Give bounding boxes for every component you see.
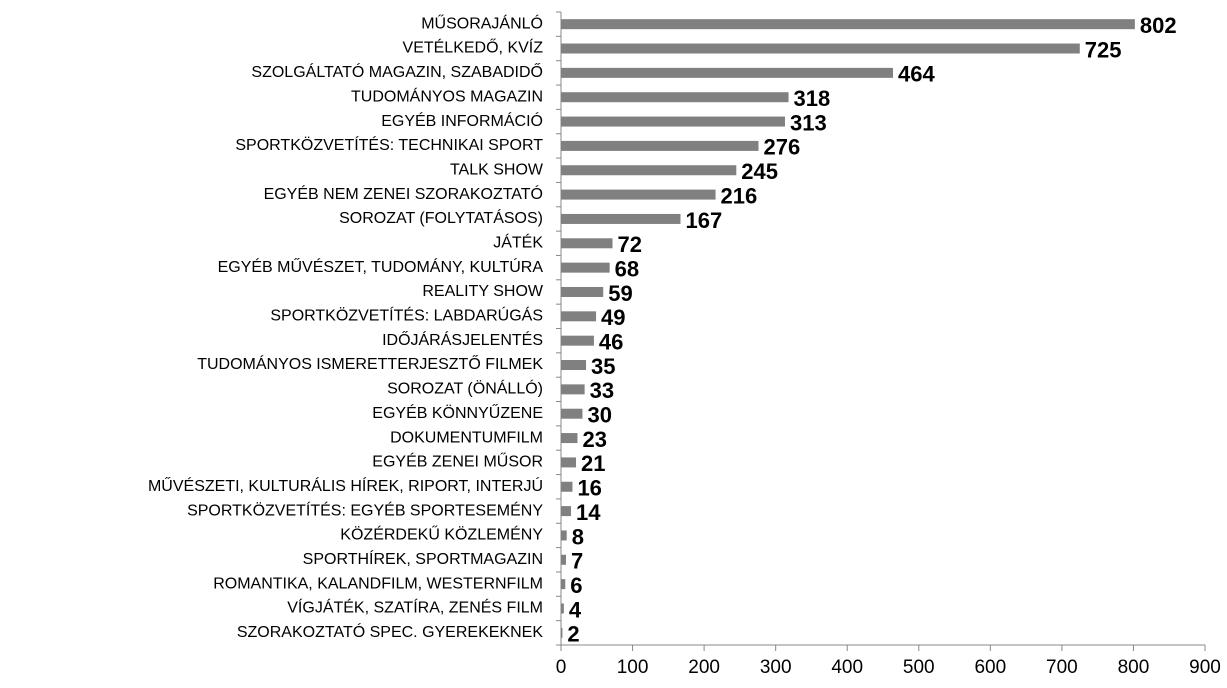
bar — [561, 213, 681, 224]
value-label: 72 — [618, 232, 642, 257]
bar — [561, 116, 785, 127]
x-tick-label: 200 — [688, 657, 720, 678]
value-label: 4 — [569, 597, 582, 622]
y-tick-label: REALITY SHOW — [422, 283, 544, 300]
value-label: 7 — [571, 549, 583, 574]
y-tick-label: EGYÉB ZENEI MŰSOR — [372, 452, 543, 471]
x-tick-label: 0 — [556, 657, 567, 678]
bar — [561, 67, 894, 78]
bar — [561, 335, 594, 346]
bar — [561, 311, 597, 322]
bar — [561, 408, 583, 419]
value-label: 725 — [1085, 37, 1122, 62]
bar — [561, 262, 610, 273]
y-tick-label: VETÉLKEDŐ, KVÍZ — [403, 38, 544, 57]
y-tick-label: SPORTKÖZVETÍTÉS: EGYÉB SPORTESEMÉNY — [187, 500, 543, 519]
value-label: 216 — [721, 183, 758, 208]
y-tick-label: EGYÉB NEM ZENEI SZORAKOZTATÓ — [264, 184, 543, 203]
value-label: 313 — [790, 110, 827, 135]
value-label: 68 — [615, 256, 639, 281]
value-label: 6 — [570, 573, 582, 598]
x-tick-label: 100 — [617, 657, 649, 678]
value-label: 30 — [587, 403, 611, 428]
value-label: 14 — [576, 500, 601, 525]
y-tick-label: SPORTHÍREK, SPORTMAGAZIN — [303, 549, 543, 568]
bar — [561, 384, 585, 395]
value-label: 35 — [591, 354, 615, 379]
value-label: 2 — [567, 622, 579, 647]
y-tick-label: JÁTÉK — [493, 233, 543, 252]
x-tick-label: 400 — [831, 657, 863, 678]
x-tick-label: 500 — [903, 657, 935, 678]
bar — [561, 140, 759, 151]
y-tick-label: TALK SHOW — [450, 161, 544, 178]
value-label: 49 — [601, 305, 625, 330]
value-label: 318 — [794, 86, 831, 111]
y-tick-label: SPORTKÖZVETÍTÉS: TECHNIKAI SPORT — [235, 135, 543, 154]
value-label: 8 — [572, 524, 584, 549]
x-tick-label: 900 — [1189, 657, 1221, 678]
value-label: 167 — [685, 208, 722, 233]
y-tick-label: EGYÉB MŰVÉSZET, TUDOMÁNY, KULTÚRA — [218, 257, 544, 276]
bar — [561, 286, 604, 297]
value-label: 276 — [763, 135, 800, 160]
y-tick-label: TUDOMÁNYOS ISMERETTERJESZTŐ FILMEK — [197, 354, 543, 373]
y-tick-label: MŰVÉSZETI, KULTURÁLIS HÍREK, RIPORT, INT… — [148, 476, 543, 495]
value-label: 46 — [599, 329, 623, 354]
bar — [561, 457, 577, 468]
bar — [561, 238, 613, 249]
bar — [561, 579, 566, 590]
value-label: 16 — [577, 476, 601, 501]
y-tick-label: KÖZÉRDEKŰ KÖZLEMÉNY — [340, 525, 543, 544]
bar — [561, 554, 567, 565]
y-tick-label: DOKUMENTUMFILM — [390, 429, 543, 446]
x-tick-label: 600 — [974, 657, 1006, 678]
bar — [561, 19, 1135, 30]
value-label: 802 — [1140, 13, 1177, 38]
value-label: 23 — [582, 427, 606, 452]
x-tick-label: 300 — [760, 657, 792, 678]
bar — [561, 189, 716, 200]
bar — [561, 360, 587, 371]
y-tick-label: ROMANTIKA, KALANDFILM, WESTERNFILM — [213, 575, 543, 592]
bar — [561, 43, 1080, 54]
value-label: 21 — [581, 451, 605, 476]
y-tick-label: SPORTKÖZVETÍTÉS: LABDARÚGÁS — [270, 306, 543, 325]
y-tick-label: SOROZAT (FOLYTATÁSOS) — [339, 208, 543, 227]
bar — [561, 530, 567, 541]
y-tick-label: SZOLGÁLTATÓ MAGAZIN, SZABADIDŐ — [251, 62, 543, 81]
bar — [561, 92, 789, 103]
y-tick-label: TUDOMÁNYOS MAGAZIN — [351, 86, 543, 105]
bar — [561, 165, 737, 176]
y-tick-label: MŰSORAJÁNLÓ — [421, 13, 543, 32]
value-label: 245 — [741, 159, 778, 184]
y-tick-label: SOROZAT (ÖNÁLLÓ) — [387, 379, 543, 398]
y-tick-label: EGYÉB INFORMÁCIÓ — [381, 111, 543, 130]
bar — [561, 603, 564, 614]
y-tick-label: EGYÉB KÖNNYŰZENE — [372, 403, 543, 422]
value-label: 464 — [898, 62, 935, 87]
value-label: 59 — [608, 281, 632, 306]
y-tick-label: VÍGJÁTÉK, SZATÍRA, ZENÉS FILM — [287, 598, 543, 617]
bar — [561, 433, 578, 444]
y-tick-label: SZORAKOZTATÓ SPEC. GYEREKEKNEK — [237, 622, 543, 641]
bar — [561, 506, 572, 517]
value-label: 33 — [590, 378, 614, 403]
y-tick-label: IDŐJÁRÁSJELENTÉS — [382, 330, 543, 349]
bar — [561, 627, 563, 638]
x-tick-label: 800 — [1118, 657, 1150, 678]
x-tick-label: 700 — [1046, 657, 1078, 678]
bar — [561, 481, 573, 492]
